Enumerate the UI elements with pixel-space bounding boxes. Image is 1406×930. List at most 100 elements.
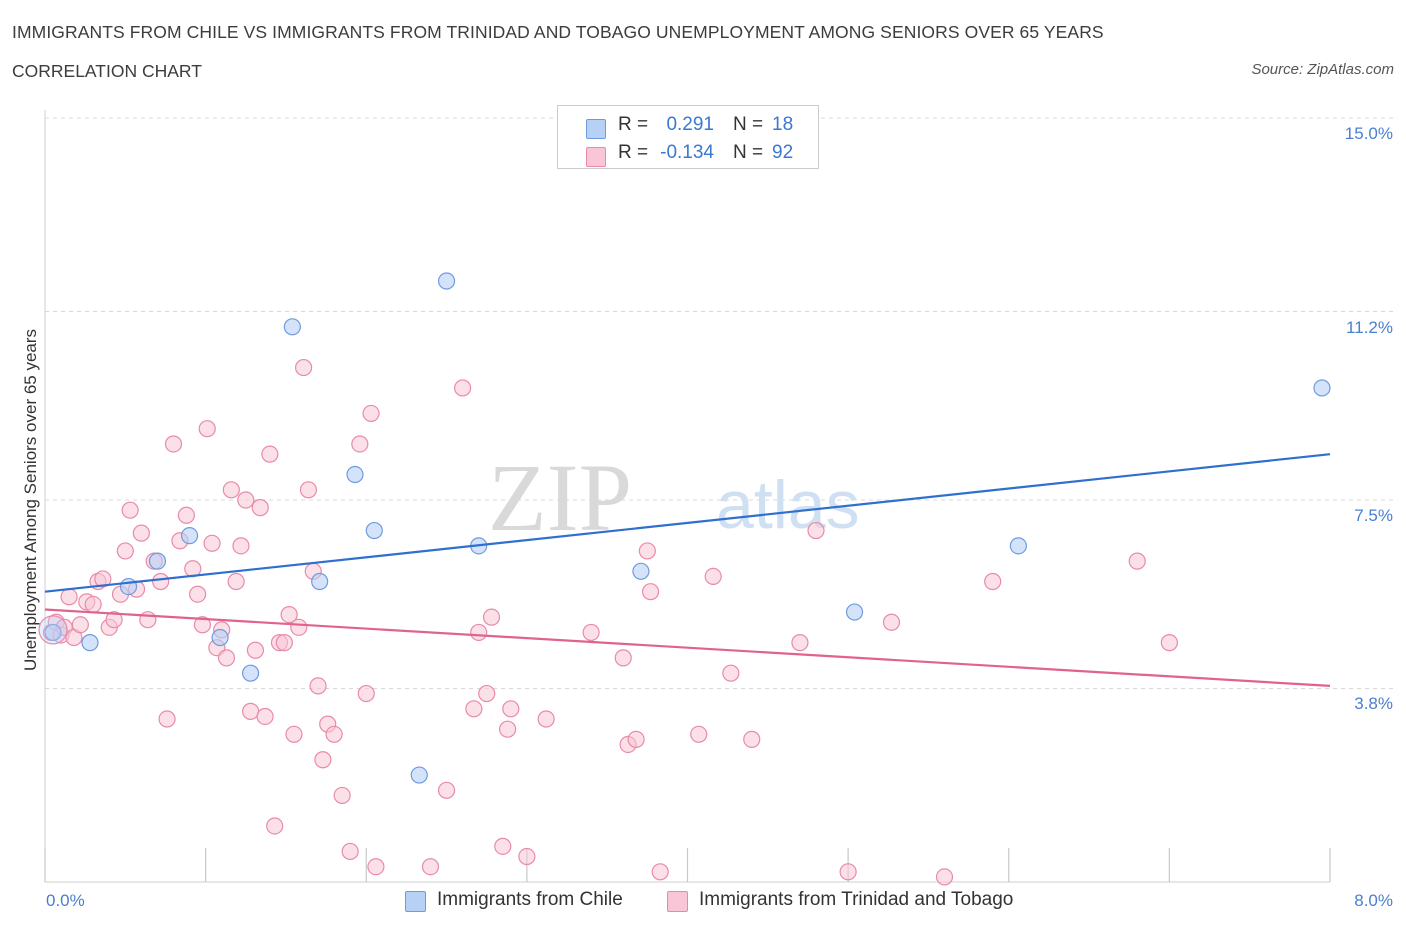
tt-point (121, 501, 139, 519)
tt-point (275, 634, 293, 652)
stats-row-chile: R = 0.291 N = 18 (558, 114, 818, 142)
chile-point (632, 562, 650, 580)
y-tick-label: 3.8% (1354, 694, 1393, 714)
tt-point (839, 863, 857, 881)
tt-point (84, 595, 102, 614)
series-chile (38, 272, 1331, 784)
n-value: 92 (772, 142, 794, 163)
y-axis-label-wrap: Unemployment Among Seniors over 65 years (16, 110, 46, 890)
tt-point (251, 499, 269, 517)
tt-point (638, 542, 656, 560)
tt-point (537, 710, 555, 728)
trend-lines (44, 453, 1331, 688)
tt-point (232, 537, 250, 555)
chile-point (242, 664, 260, 682)
tt-point (470, 623, 488, 642)
tt-point (641, 583, 660, 601)
chile-point (283, 318, 301, 336)
tt-point (743, 730, 761, 748)
tt-point (341, 842, 359, 861)
source-label: Source: ZipAtlas.com (1251, 61, 1394, 78)
tt-point (203, 534, 221, 552)
tt-point (299, 481, 318, 499)
tt-point (690, 725, 708, 743)
tt-point (482, 608, 501, 626)
tt-point (722, 664, 740, 682)
tt-point (1160, 634, 1178, 652)
tt-point (261, 445, 279, 463)
chile-point (44, 623, 62, 642)
legend-label-tt: Immigrants from Trinidad and Tobago (699, 889, 1014, 910)
tt-point (309, 677, 327, 695)
r-label: R = (618, 114, 649, 135)
tt-point (237, 491, 255, 509)
chile-point (346, 465, 364, 484)
chile-swatch (586, 119, 606, 139)
watermark: ZIP atlas (488, 444, 860, 551)
tt-point (421, 858, 440, 876)
x-tick-label: 8.0% (1354, 891, 1393, 910)
tt-point (518, 847, 536, 866)
tt-point (222, 481, 240, 499)
chile-point (119, 577, 138, 596)
tt-point (217, 649, 236, 667)
tt-point (105, 611, 123, 629)
chile-point (148, 552, 167, 570)
tt-point (333, 786, 351, 805)
y-axis-label: Unemployment Among Seniors over 65 years (21, 328, 40, 672)
tt-point (132, 524, 150, 542)
y-tick-label: 15.0% (1344, 124, 1393, 143)
watermark-zip: ZIP (488, 444, 632, 551)
tt-point (177, 506, 195, 524)
series-trinidad-tobago (42, 358, 1178, 886)
chile-point (180, 527, 199, 545)
tt-point (791, 634, 809, 652)
chile-point (1313, 379, 1331, 397)
tt-point (164, 435, 183, 453)
tt-point (465, 700, 483, 718)
tt-point (704, 567, 722, 586)
tt-point (256, 707, 274, 726)
tt-point (807, 521, 825, 540)
tt-point (60, 588, 78, 606)
chile-point (437, 272, 456, 290)
r-value: -0.134 (660, 142, 714, 163)
tt-point (227, 572, 245, 591)
axes (44, 110, 1331, 883)
x-tick-label: 0.0% (46, 891, 85, 910)
series-legend: Immigrants from Chile Immigrants from Tr… (0, 888, 1406, 918)
chile-point (81, 634, 99, 652)
tt-point (314, 751, 332, 769)
tt-point (502, 700, 520, 718)
tt-swatch (586, 147, 606, 167)
tt-point (437, 781, 456, 799)
n-label: N = (733, 142, 764, 163)
chile-point (365, 521, 383, 540)
tt-point (351, 435, 369, 453)
chile-point (410, 766, 428, 784)
tt-point (454, 379, 472, 397)
tt-point (188, 585, 207, 603)
tt-point (478, 684, 496, 703)
tt-point (651, 863, 669, 881)
tt-point (984, 572, 1002, 591)
tt-legend-swatch (667, 891, 688, 912)
stats-legend: R = 0.291 N = 18 R = -0.134 N = 92 (557, 105, 819, 169)
n-value: 18 (772, 114, 794, 135)
r-label: R = (618, 142, 649, 163)
y-tick-label: 7.5% (1354, 506, 1393, 525)
tt-point (367, 858, 385, 876)
tt-point (246, 641, 265, 659)
tt-point (116, 542, 134, 560)
chile-point (1009, 537, 1027, 555)
chile-point (311, 572, 329, 591)
tt-point (1128, 552, 1146, 570)
chile-point (845, 603, 864, 621)
chile-legend-swatch (405, 891, 426, 912)
chile-point (211, 628, 229, 647)
tt-point (266, 817, 284, 835)
tt-point (494, 837, 512, 855)
tt-point (935, 868, 954, 886)
legend-label-chile: Immigrants from Chile (437, 889, 623, 910)
